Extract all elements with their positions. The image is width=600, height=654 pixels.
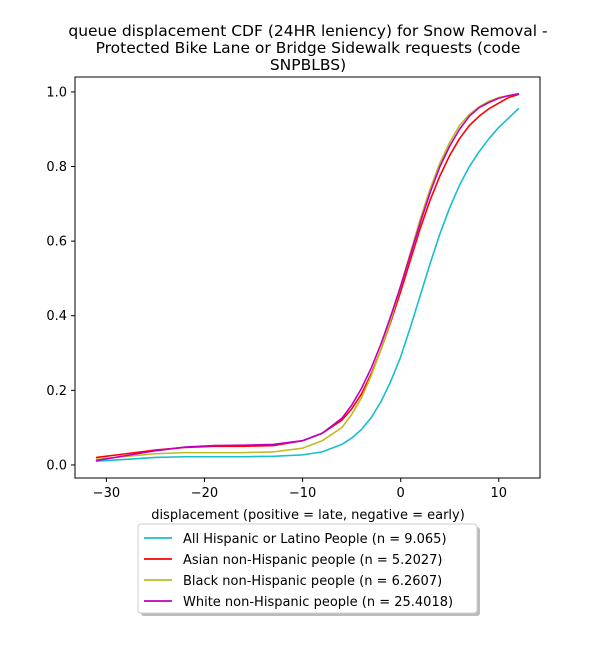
series-line-2 — [95, 92, 520, 461]
plot-area-frame — [74, 76, 541, 479]
y-tick-label: 0.6 — [46, 235, 67, 250]
x-tick-label: −20 — [191, 486, 218, 501]
y-tick-label: 0.8 — [46, 160, 67, 175]
chart-title-line: queue displacement CDF (24HR leniency) f… — [68, 22, 547, 40]
legend-entry-label: Asian non-Hispanic people (n = 5.2027) — [183, 553, 442, 568]
y-tick-label: 0.2 — [46, 384, 67, 399]
legend-entry-label: All Hispanic or Latino People (n = 9.065… — [183, 532, 447, 547]
legend-box — [137, 523, 478, 614]
chart-title-line: SNPBLBS) — [270, 56, 346, 74]
y-axis-ticks: 0.0 0.2 0.4 0.6 0.8 1.0 — [46, 85, 75, 473]
y-tick-label: 1.0 — [46, 85, 67, 100]
y-tick-label: 0.4 — [46, 309, 67, 324]
legend: All Hispanic or Latino People (n = 9.065… — [137, 523, 480, 616]
chart-title: queue displacement CDF (24HR leniency) f… — [68, 22, 547, 74]
series-line-3 — [95, 92, 520, 462]
chart-title-line: Protected Bike Lane or Bridge Sidewalk r… — [96, 39, 521, 57]
series-lines — [95, 92, 520, 463]
x-tick-label: 0 — [397, 486, 405, 501]
series-line-1 — [95, 93, 520, 459]
x-tick-label: −30 — [93, 486, 120, 501]
x-axis-ticks: −30 −20 −10 0 10 — [93, 478, 507, 501]
x-tick-label: 10 — [491, 486, 508, 501]
x-axis-label: displacement (positive = late, negative … — [151, 508, 465, 523]
x-tick-label: −10 — [289, 486, 316, 501]
legend-entry-label: Black non-Hispanic people (n = 6.2607) — [183, 574, 442, 589]
legend-entry-label: White non-Hispanic people (n = 25.4018) — [183, 595, 453, 610]
series-line-0 — [95, 107, 520, 463]
y-tick-label: 0.0 — [46, 458, 67, 473]
